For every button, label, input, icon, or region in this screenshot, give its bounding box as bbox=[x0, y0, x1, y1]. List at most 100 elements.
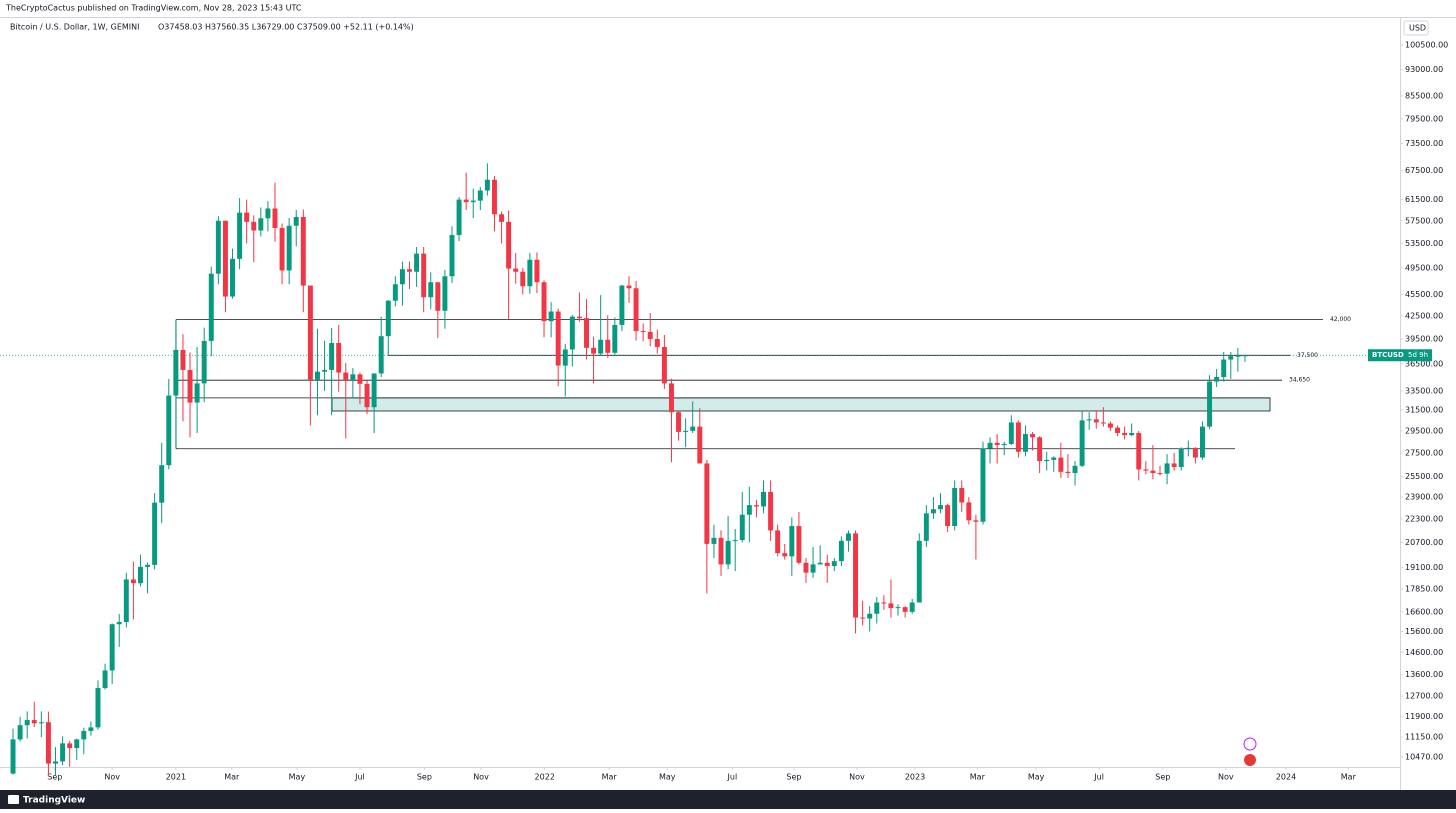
y-tick-label: 16600.00 bbox=[1405, 607, 1443, 616]
candle-body bbox=[1214, 377, 1220, 382]
candle-body bbox=[775, 530, 781, 554]
y-tick-label: 67500.00 bbox=[1405, 166, 1443, 175]
event-icon[interactable] bbox=[1243, 737, 1257, 751]
y-tick-label: 100500.00 bbox=[1405, 40, 1448, 49]
candle-body bbox=[888, 603, 894, 609]
candle-body bbox=[697, 426, 703, 464]
candle-body bbox=[265, 208, 271, 219]
x-tick-label: 2023 bbox=[905, 773, 925, 782]
candle-body bbox=[548, 311, 554, 322]
candle-body bbox=[853, 533, 859, 618]
candle-body bbox=[725, 540, 731, 565]
candle-body bbox=[831, 561, 837, 567]
candle-body bbox=[676, 412, 682, 432]
candle-body bbox=[923, 513, 929, 541]
candle-body bbox=[952, 488, 958, 527]
candle-body bbox=[470, 200, 476, 203]
price-tag-symbol: BTCUSD bbox=[1372, 351, 1404, 359]
candle-body bbox=[895, 607, 901, 609]
x-tick-label: Mar bbox=[970, 773, 986, 782]
brand-name: TradingView bbox=[23, 796, 85, 806]
candle-body bbox=[598, 339, 604, 354]
candle-body bbox=[17, 725, 23, 740]
x-tick-label: Jul bbox=[727, 773, 738, 782]
candle-body bbox=[860, 617, 866, 619]
candle-body bbox=[576, 316, 582, 319]
candle-body bbox=[1079, 420, 1085, 466]
y-tick-label: 22300.00 bbox=[1405, 514, 1443, 523]
candle-body bbox=[53, 761, 58, 764]
candle-body bbox=[881, 602, 887, 604]
currency-box[interactable] bbox=[1403, 20, 1429, 36]
candle-body bbox=[945, 505, 951, 527]
candle-body bbox=[484, 179, 490, 191]
footer-bar bbox=[0, 790, 1456, 809]
candle-body bbox=[541, 282, 547, 322]
y-tick-label: 12700.00 bbox=[1405, 692, 1443, 701]
candle-body bbox=[123, 579, 129, 623]
y-tick-label: 53500.00 bbox=[1405, 239, 1443, 248]
candle-body bbox=[711, 537, 717, 544]
price-tag bbox=[1368, 349, 1432, 362]
candle-body bbox=[1072, 465, 1078, 474]
candle-body bbox=[152, 502, 158, 565]
candle-body bbox=[845, 533, 851, 541]
candle-body bbox=[789, 526, 795, 557]
candle-body bbox=[569, 316, 575, 350]
candle-body bbox=[421, 253, 427, 298]
candle-body bbox=[109, 624, 115, 671]
candle-body bbox=[336, 342, 342, 373]
y-tick-label: 57500.00 bbox=[1405, 216, 1443, 225]
x-tick-label: Sep bbox=[417, 773, 432, 782]
candle-body bbox=[300, 216, 306, 286]
candle-body bbox=[1037, 437, 1043, 462]
candle-body bbox=[279, 227, 285, 271]
candle-body bbox=[194, 383, 200, 403]
candle-body bbox=[1221, 359, 1227, 378]
candle-body bbox=[1115, 427, 1120, 433]
candle-body bbox=[329, 342, 335, 370]
y-tick-label: 36500.00 bbox=[1405, 359, 1443, 368]
candle-body bbox=[137, 566, 143, 584]
y-tick-label: 27500.00 bbox=[1405, 448, 1443, 457]
event-icon[interactable] bbox=[1244, 754, 1256, 766]
x-tick-label: Sep bbox=[786, 773, 801, 782]
candle-body bbox=[130, 579, 136, 584]
candle-body bbox=[1207, 381, 1213, 427]
y-tick-label: 45500.00 bbox=[1405, 290, 1443, 299]
candle-body bbox=[442, 276, 448, 311]
candle-body bbox=[810, 564, 816, 573]
candle-body bbox=[718, 537, 724, 565]
candle-body bbox=[930, 509, 936, 514]
candle-body bbox=[562, 349, 568, 366]
candle-body bbox=[1157, 473, 1163, 475]
candle-body bbox=[491, 179, 497, 215]
candle-body bbox=[647, 331, 653, 339]
candle-body bbox=[796, 526, 802, 563]
candle-body bbox=[258, 218, 264, 231]
level-label: 42,000 bbox=[1330, 316, 1351, 323]
candle-body bbox=[838, 540, 844, 562]
y-tick-label: 93000.00 bbox=[1405, 65, 1443, 74]
candle-body bbox=[392, 284, 398, 301]
x-tick-label: 2021 bbox=[166, 773, 186, 782]
y-tick-label: 13600.00 bbox=[1405, 670, 1443, 679]
candle-body bbox=[251, 221, 257, 231]
candle-body bbox=[1185, 447, 1191, 449]
y-tick-label: 20700.00 bbox=[1405, 538, 1443, 547]
candle-body bbox=[1129, 432, 1135, 436]
x-tick-label: 2024 bbox=[1276, 773, 1296, 782]
x-tick-label: May bbox=[1028, 773, 1045, 782]
candle-body bbox=[1086, 419, 1092, 421]
candle-body bbox=[414, 253, 420, 272]
candle-body bbox=[1044, 459, 1050, 462]
x-tick-label: Sep bbox=[47, 773, 62, 782]
candle-body bbox=[10, 739, 16, 774]
candle-body bbox=[633, 288, 639, 332]
candle-body bbox=[237, 212, 243, 259]
y-tick-label: 31500.00 bbox=[1405, 406, 1443, 415]
candle-body bbox=[166, 395, 172, 466]
x-tick-label: Nov bbox=[849, 773, 865, 782]
candle-body bbox=[1001, 443, 1007, 446]
